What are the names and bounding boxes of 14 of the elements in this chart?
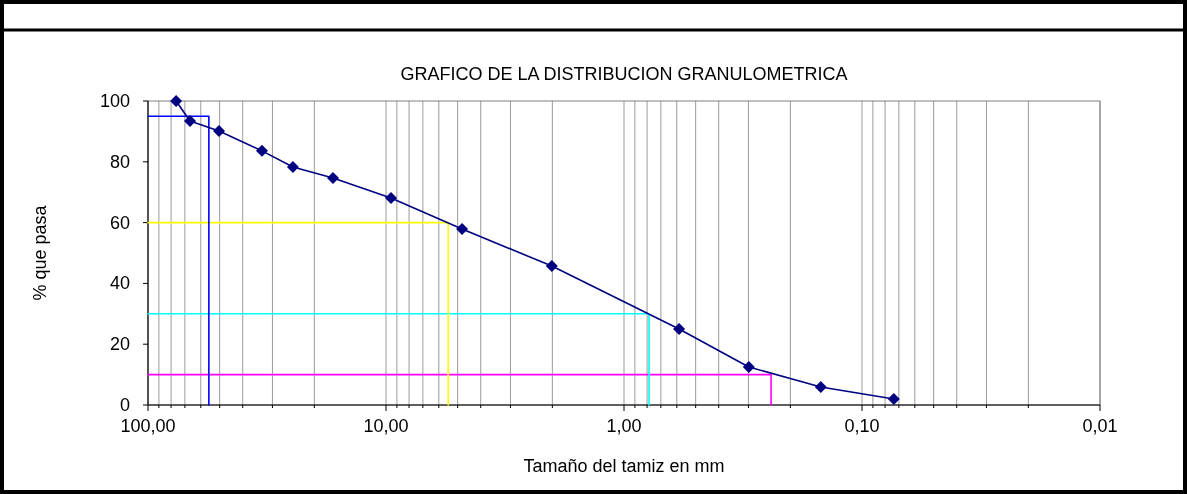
y-axis-title: % que pasa [30, 204, 50, 301]
x-tick-label: 1,00 [606, 416, 642, 436]
chart-title: GRAFICO DE LA DISTRIBUCION GRANULOMETRICA [400, 64, 848, 84]
y-tick-label: 60 [109, 212, 130, 233]
x-tick-label: 100,00 [120, 416, 176, 436]
y-tick-label: 80 [109, 151, 130, 172]
x-tick-label: 0,10 [844, 416, 880, 436]
x-axis-title: Tamaño del tamiz en mm [523, 456, 725, 476]
y-tick-label: 100 [99, 91, 130, 111]
x-tick-label: 0,01 [1082, 416, 1118, 436]
x-tick-label: 10,00 [363, 416, 409, 436]
y-tick-label: 20 [109, 334, 130, 355]
y-tick-label: 40 [109, 273, 130, 294]
y-tick-label: 0 [119, 395, 130, 415]
